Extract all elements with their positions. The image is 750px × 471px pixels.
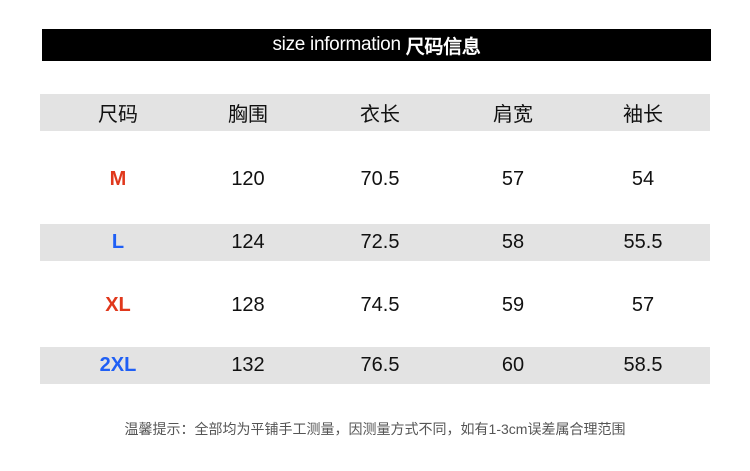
table-cell: 70.5 xyxy=(360,168,400,190)
table-row: M 120 70.5 57 54 xyxy=(40,161,710,198)
table-cell: 72.5 xyxy=(360,231,400,253)
table-cell: 60 xyxy=(501,354,525,376)
table-cell: 76.5 xyxy=(360,354,400,376)
header-sleeve: 袖长 xyxy=(623,104,663,126)
size-label: 2XL xyxy=(99,354,137,376)
size-label: M xyxy=(109,168,127,190)
table-cell: 132 xyxy=(231,354,265,376)
table-cell: 57 xyxy=(631,294,655,316)
table-cell: 55.5 xyxy=(623,231,663,253)
header-row: 尺码 胸围 衣长 肩宽 袖长 xyxy=(40,94,710,131)
title-bar: size information 尺码信息 xyxy=(42,29,711,61)
header-shoulder: 肩宽 xyxy=(493,104,533,126)
table-cell: 58.5 xyxy=(623,354,663,376)
table-cell: 124 xyxy=(231,231,265,253)
table-cell: 120 xyxy=(231,168,265,190)
header-size: 尺码 xyxy=(98,104,138,126)
table-cell: 54 xyxy=(631,168,655,190)
measurement-note: 温馨提示：全部均为平铺手工测量，因测量方式不同，如有1-3cm误差属合理范围 xyxy=(124,421,626,437)
table-cell: 59 xyxy=(501,294,525,316)
table-cell: 74.5 xyxy=(360,294,400,316)
table-cell: 57 xyxy=(501,168,525,190)
table-cell: 128 xyxy=(231,294,265,316)
table-cell: 58 xyxy=(501,231,525,253)
table-row: L 124 72.5 58 55.5 xyxy=(40,224,710,261)
table-row: XL 128 74.5 59 57 xyxy=(40,287,710,324)
size-label: L xyxy=(111,231,125,253)
table-row: 2XL 132 76.5 60 58.5 xyxy=(40,347,710,384)
title-en: size information xyxy=(272,34,401,55)
size-label: XL xyxy=(105,294,131,316)
title-cn: 尺码信息 xyxy=(405,36,481,58)
header-length: 衣长 xyxy=(360,104,400,126)
header-chest: 胸围 xyxy=(228,104,268,126)
